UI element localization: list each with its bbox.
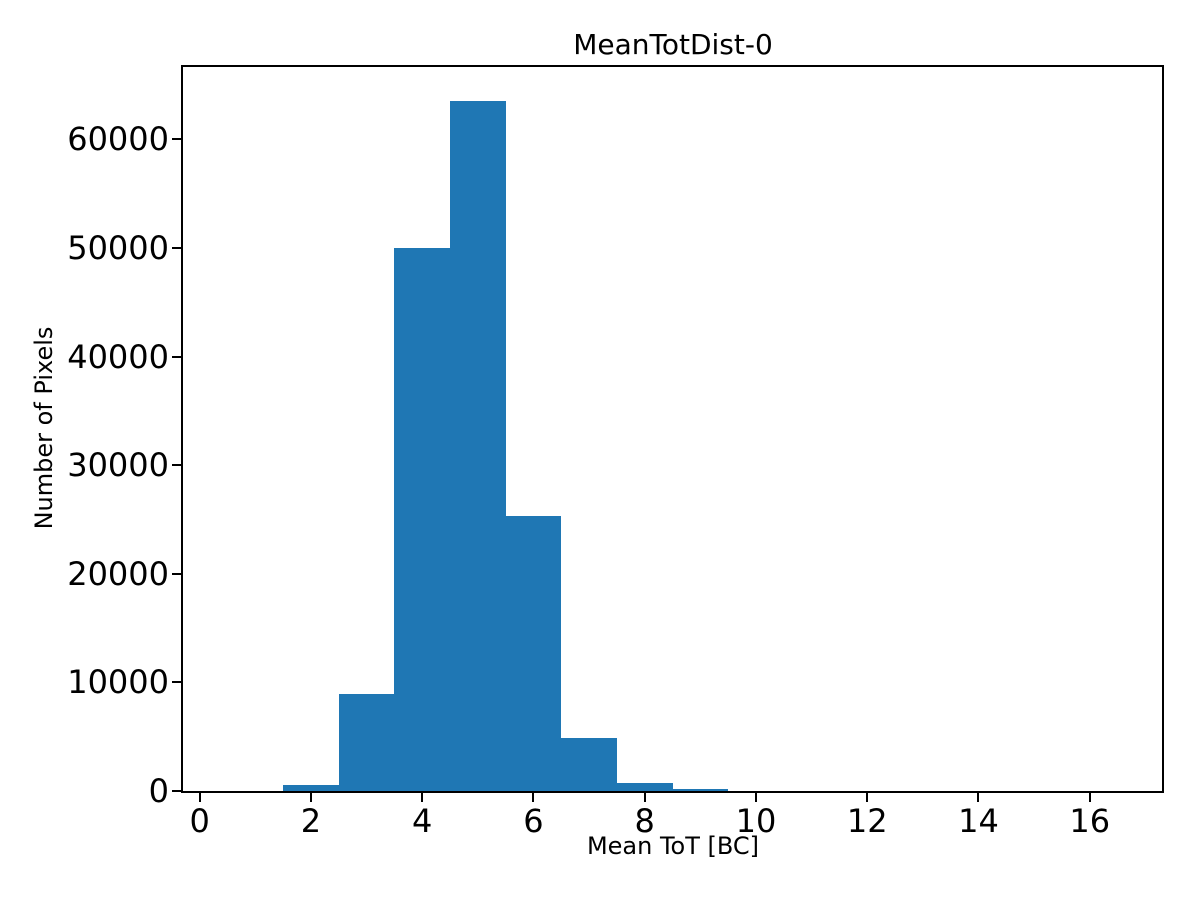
y-axis-tick (172, 681, 181, 684)
x-axis-tick (198, 793, 201, 802)
x-axis-tick (977, 793, 980, 802)
y-axis-tick (172, 138, 181, 141)
x-axis-tick (1088, 793, 1091, 802)
y-tick-label: 20000 (67, 554, 169, 593)
x-axis-label: Mean ToT [BC] (586, 832, 760, 860)
x-axis-tick (421, 793, 424, 802)
x-axis-tick (309, 793, 312, 802)
plot-area: 0 2 4 6 8 10 12 14 16 0 10000 20000 30000 40000 50000 6… (67, 65, 1164, 839)
y-axis-tick (172, 572, 181, 575)
x-tick-label: 4 (412, 802, 433, 840)
histogram-bar (338, 694, 395, 791)
y-tick-label: 60000 (67, 120, 169, 159)
histogram-bar (283, 784, 339, 791)
y-tick-label: 0 (148, 772, 169, 810)
x-axis-tick (754, 793, 757, 802)
y-axis-tick (172, 464, 181, 467)
x-tick-label: 2 (300, 802, 322, 840)
x-tick-label: 16 (1069, 802, 1111, 840)
y-axis-label: Number of Pixels (29, 326, 58, 530)
histogram-bar (561, 737, 617, 791)
x-tick-label: 14 (958, 802, 999, 840)
x-tick-label: 8 (634, 802, 655, 840)
histogram-bar (450, 101, 506, 791)
histogram-bar (505, 516, 562, 791)
x-axis-tick (532, 793, 535, 802)
y-axis-tick (172, 355, 181, 358)
histogram-bar (394, 248, 450, 791)
histogram-bar (616, 782, 673, 791)
x-axis-tick (866, 793, 869, 802)
y-axis-tick (172, 790, 181, 792)
y-tick-label: 40000 (67, 337, 169, 376)
x-tick-label: 0 (189, 802, 210, 840)
x-tick-label: 12 (846, 802, 888, 840)
y-axis-tick (172, 247, 181, 250)
y-tick-label: 30000 (67, 446, 169, 485)
chart-title: MeanTotDist-0 (573, 28, 773, 61)
x-tick-label: 6 (523, 802, 544, 840)
x-tick-label: 10 (735, 802, 777, 840)
y-tick-label: 10000 (67, 663, 169, 702)
histogram-bar (672, 788, 729, 791)
x-axis-tick (643, 793, 646, 802)
y-tick-label: 50000 (67, 229, 169, 268)
